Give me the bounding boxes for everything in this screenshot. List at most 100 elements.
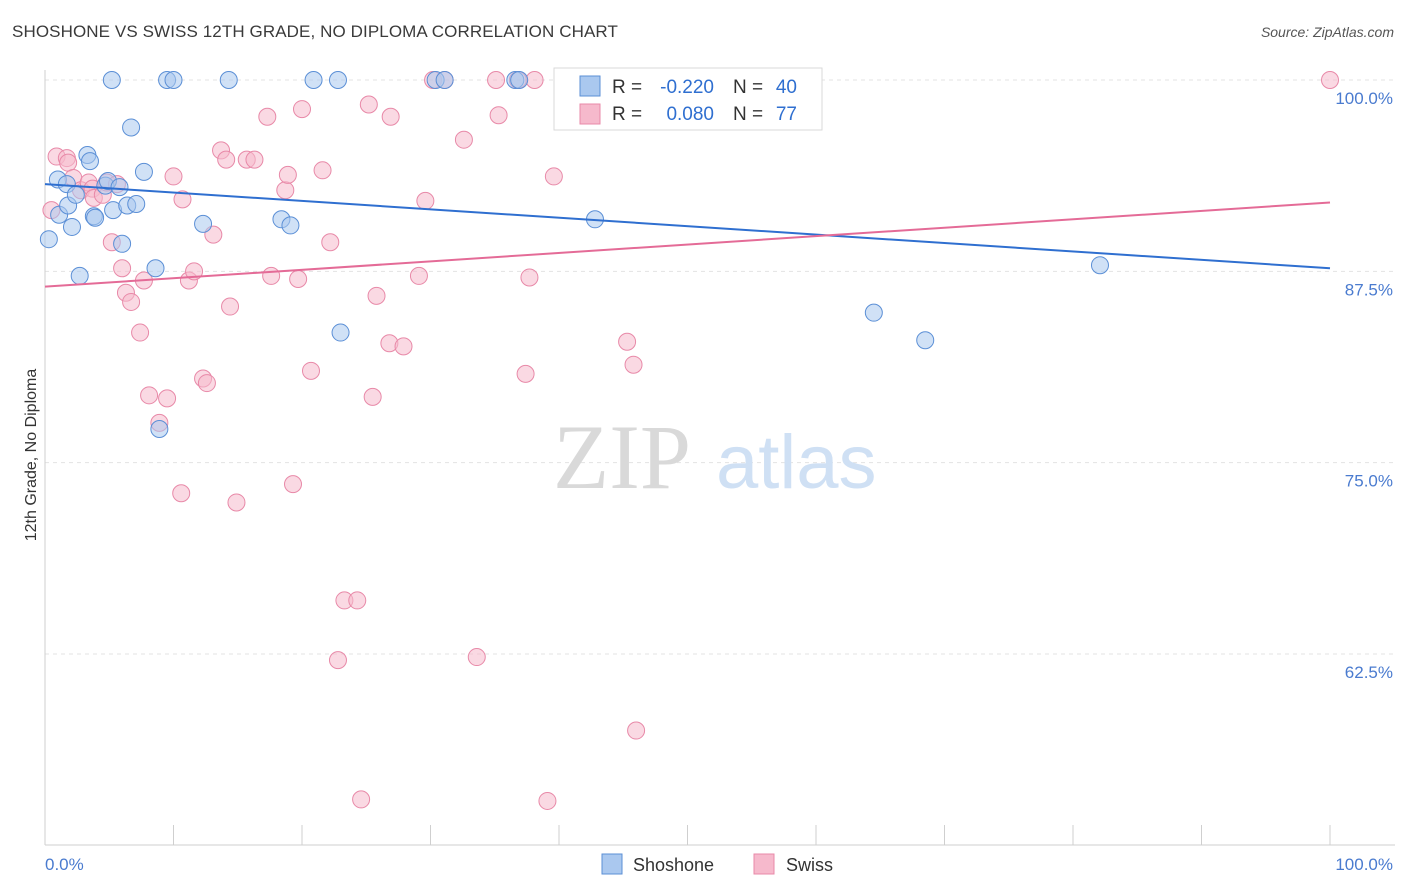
shoshone-point-21 <box>146 259 165 278</box>
shoshone-point-23 <box>102 71 121 89</box>
swiss-point-21 <box>164 167 183 186</box>
bottom-legend-swatch-shoshone <box>601 853 623 875</box>
swiss-point-65 <box>520 268 539 287</box>
swiss-point-61 <box>487 71 506 89</box>
shoshone-point-27 <box>304 71 323 89</box>
legend-n-value-swiss: 77 <box>776 104 797 125</box>
swiss-point-30 <box>217 150 236 169</box>
swiss-point-45 <box>328 651 347 670</box>
legend-r-label-2: R = <box>612 104 642 125</box>
swiss-point-49 <box>359 95 378 114</box>
series-legend: Shoshone Swiss <box>601 853 833 875</box>
shoshone-point-11 <box>86 208 105 227</box>
swiss-point-13 <box>113 259 132 278</box>
swiss-point-37 <box>276 181 295 200</box>
swiss-point-66 <box>525 71 544 89</box>
x-tick-label-1: 100.0% <box>1335 855 1393 874</box>
swiss-point-27 <box>197 374 216 393</box>
source-credit: Source: ZipAtlas.com <box>1260 24 1394 40</box>
shoshone-points <box>39 71 1109 438</box>
shoshone-point-0 <box>39 230 58 249</box>
swiss-point-42 <box>301 361 320 380</box>
swiss-point-50 <box>363 387 382 406</box>
legend-r-label-1: R = <box>612 77 642 98</box>
swiss-point-60 <box>467 648 486 667</box>
shoshone-point-28 <box>328 71 347 89</box>
swiss-point-68 <box>544 167 563 186</box>
swiss-point-77 <box>1321 71 1339 89</box>
y-tick-label-3: 100.0% <box>1335 89 1393 108</box>
swiss-point-39 <box>284 475 303 494</box>
stats-legend: R = -0.220 N = 40 R = 0.080 N = 77 <box>553 67 823 131</box>
swiss-point-47 <box>348 591 367 610</box>
shoshone-point-40 <box>1090 256 1109 275</box>
shoshone-point-5 <box>62 217 81 236</box>
legend-swatch-shoshone <box>579 75 601 97</box>
swiss-point-20 <box>158 389 177 408</box>
swiss-point-74 <box>627 721 646 740</box>
swiss-point-55 <box>409 266 428 285</box>
y-tick-label-1: 75.0% <box>1345 472 1393 491</box>
shoshone-point-25 <box>164 71 183 89</box>
shoshone-point-7 <box>70 266 89 285</box>
swiss-point-32 <box>227 493 246 512</box>
swiss-point-36 <box>262 266 281 285</box>
shoshone-point-20 <box>134 162 153 181</box>
shoshone-point-30 <box>435 71 454 89</box>
swiss-point-67 <box>538 791 557 810</box>
swiss-point-16 <box>131 323 150 342</box>
swiss-point-18 <box>140 386 159 405</box>
y-tick-labels: 62.5% 75.0% 87.5% 100.0% <box>1335 89 1393 682</box>
shoshone-point-18 <box>122 118 141 137</box>
axes <box>44 70 1395 846</box>
swiss-point-41 <box>293 100 311 119</box>
swiss-point-25 <box>185 262 204 281</box>
shoshone-point-36 <box>331 323 350 342</box>
swiss-point-3 <box>59 153 78 172</box>
shoshone-point-22 <box>150 419 169 438</box>
swiss-point-51 <box>367 286 386 305</box>
shoshone-point-26 <box>219 71 238 89</box>
swiss-point-43 <box>313 161 332 180</box>
swiss-point-40 <box>289 269 308 288</box>
swiss-point-73 <box>624 355 643 374</box>
swiss-point-38 <box>278 165 297 184</box>
swiss-point-56 <box>416 191 435 210</box>
shoshone-point-9 <box>80 152 99 171</box>
shoshone-point-35 <box>281 216 300 235</box>
shoshone-point-16 <box>113 234 132 253</box>
swiss-point-31 <box>221 297 240 316</box>
legend-swatch-swiss <box>579 103 601 125</box>
shoshone-point-19 <box>127 194 146 213</box>
swiss-points <box>42 71 1339 810</box>
watermark-atlas: atlas <box>716 420 877 505</box>
y-tick-label-0: 62.5% <box>1345 663 1393 682</box>
swiss-point-62 <box>489 106 508 125</box>
bottom-legend-label-shoshone: Shoshone <box>633 855 714 875</box>
swiss-trend-line <box>44 201 1331 288</box>
swiss-point-48 <box>352 790 371 809</box>
x-tick-label-0: 0.0% <box>45 855 84 874</box>
swiss-point-53 <box>381 107 400 126</box>
swiss-point-34 <box>245 150 264 169</box>
legend-n-value-shoshone: 40 <box>776 77 797 98</box>
shoshone-point-38 <box>864 303 883 322</box>
y-axis-label: 12th Grade, No Diploma <box>23 369 40 542</box>
shoshone-point-39 <box>916 331 935 350</box>
swiss-point-64 <box>516 364 535 383</box>
legend-r-value-swiss: 0.080 <box>666 104 714 125</box>
swiss-point-15 <box>122 292 141 311</box>
swiss-point-54 <box>394 337 413 356</box>
swiss-point-23 <box>173 190 192 209</box>
shoshone-point-15 <box>110 178 129 197</box>
legend-n-label-2: N = <box>733 104 763 125</box>
swiss-point-22 <box>172 484 191 503</box>
swiss-point-35 <box>258 107 277 126</box>
shoshone-trend-line <box>44 183 1331 270</box>
watermark: ZIP atlas <box>553 406 877 508</box>
bottom-legend-swatch-swiss <box>753 853 775 875</box>
watermark-zip: ZIP <box>553 406 691 508</box>
shoshone-point-33 <box>194 214 213 233</box>
y-tick-label-2: 87.5% <box>1345 280 1393 299</box>
